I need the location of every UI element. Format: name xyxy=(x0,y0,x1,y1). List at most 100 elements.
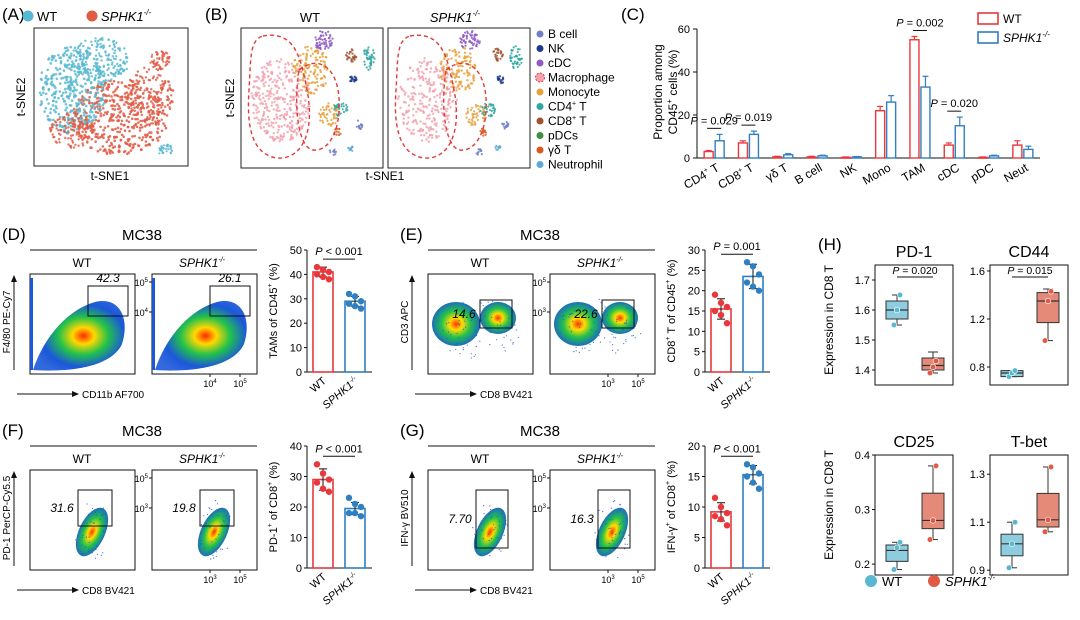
tsne-point-monocyte xyxy=(320,83,323,87)
tsne-point-ko xyxy=(148,110,151,114)
tsne-point-macrophage xyxy=(288,107,292,111)
tsne-point-nk xyxy=(353,79,356,82)
tsne-point-cdc xyxy=(323,43,326,46)
tsne-point-monocyte xyxy=(475,116,478,119)
tsne-point-macrophage xyxy=(407,95,410,98)
tsne-point-macrophage xyxy=(402,113,405,116)
tsne-point-ko xyxy=(69,145,73,148)
data-point-wt xyxy=(319,273,327,281)
flow-event xyxy=(624,538,626,540)
flow-event xyxy=(582,310,584,312)
tsne-point-macrophage xyxy=(256,106,259,110)
data-point-wt xyxy=(717,299,725,307)
tsne-point-ko xyxy=(166,103,170,107)
flow-event xyxy=(221,524,223,526)
monocyte-outline xyxy=(296,62,340,151)
tsne-point-macrophage xyxy=(421,102,424,105)
tsne-point-wt xyxy=(75,55,78,59)
tsne-point-macrophage xyxy=(267,97,270,101)
flow-event xyxy=(77,535,79,537)
tsne-point-macrophage xyxy=(425,95,428,99)
bar-wt xyxy=(312,271,334,373)
tsne-point-cdc xyxy=(475,33,478,37)
flow-event xyxy=(84,546,86,548)
y-tick-label: 30 xyxy=(290,472,302,484)
y-tick-label: 0 xyxy=(296,367,302,379)
tsne-point-macrophage xyxy=(281,135,284,139)
tsne-point-monocyte xyxy=(468,87,471,90)
tsne-point-wt xyxy=(58,72,62,75)
tsne-point-ko xyxy=(119,127,123,131)
tsne-point-wt xyxy=(113,43,116,47)
legend-label-wt-a: WT xyxy=(37,9,57,24)
tsne-point-ko xyxy=(74,143,77,146)
flow-event xyxy=(206,513,209,516)
tsne-point-monocyte xyxy=(304,84,307,88)
flow-event xyxy=(598,509,600,511)
tsne-point-wt xyxy=(98,103,101,106)
tsne-point-macrophage xyxy=(274,96,277,100)
tsne-point-macrophage xyxy=(255,111,258,114)
tsne-point-macrophage xyxy=(257,97,261,100)
tsne-point-macrophage xyxy=(288,115,292,119)
tsne-point-ko xyxy=(164,61,167,64)
flow-event xyxy=(475,335,478,337)
tsne-point-ko xyxy=(130,117,134,120)
flow-event xyxy=(462,347,464,349)
tsne-point-ko xyxy=(84,118,88,122)
tsne-point-macrophage xyxy=(300,112,303,116)
x-tick-label-c: Neut xyxy=(1001,160,1031,185)
flow-event xyxy=(479,554,482,556)
tsne-point-ko xyxy=(129,110,132,113)
tsne-point-wt xyxy=(65,46,69,50)
tsne-point-wt xyxy=(101,103,105,107)
flow-event xyxy=(571,312,573,315)
tsne-point-ko xyxy=(130,107,133,110)
tsne-point-wt xyxy=(81,85,84,88)
tsne-point-macrophage xyxy=(286,130,289,134)
tsne-point-wt xyxy=(93,78,96,82)
flow-event xyxy=(631,335,633,337)
data-point-ko xyxy=(345,509,353,517)
tsne-point-monocyte xyxy=(324,82,327,85)
tsne-point-wt xyxy=(99,37,103,41)
tsne-point-wt xyxy=(72,49,76,52)
tsne-point-ko xyxy=(94,101,97,105)
tsne-point-macrophage xyxy=(451,99,455,103)
tsne-point-ko xyxy=(90,124,93,127)
tsne-point-macrophage xyxy=(423,57,426,60)
tsne-point-macrophage xyxy=(437,135,440,138)
tsne-point-macrophage xyxy=(300,117,303,121)
tsne-point-ko xyxy=(149,96,152,99)
bar-x-label: SPHK1-/- xyxy=(321,571,362,608)
tsne-point-macrophage xyxy=(277,128,280,132)
tsne-point-neutrophil xyxy=(350,146,353,149)
bar-ko xyxy=(988,155,1000,159)
tsne-point-monocyte xyxy=(296,62,299,66)
legend-label-b: Neutrophil xyxy=(548,158,603,172)
tsne-point-cdc xyxy=(331,37,334,40)
tsne-point-macrophage xyxy=(304,121,307,124)
legend-label-b: Macrophage xyxy=(548,71,615,85)
tsne-point-wt xyxy=(57,96,60,100)
y-tick-label: 105 xyxy=(533,474,547,484)
tsne-point-cdc xyxy=(459,40,462,44)
x-tick-label: 104 xyxy=(203,379,217,389)
tsne-point-ko xyxy=(78,120,82,124)
tsne-point-monocyte xyxy=(468,121,472,124)
tsne-point-wt xyxy=(76,109,79,112)
tsne-point-neutrophil xyxy=(497,146,500,149)
tsne-point-cdc xyxy=(475,45,478,48)
tsne-point-ko xyxy=(132,145,135,149)
flow-event xyxy=(603,337,606,339)
tsne-point-ko xyxy=(134,117,137,121)
tsne-point-macrophage xyxy=(447,87,451,91)
flow-sub-ko: SPHK1-/- xyxy=(577,256,624,270)
tsne-point-wt xyxy=(111,40,115,43)
tsne-point-ko xyxy=(118,111,121,114)
tsne-point-ko xyxy=(84,127,87,130)
tsne-point-macrophage xyxy=(427,61,430,64)
flow-event xyxy=(212,547,214,549)
tsne-point-monocyte xyxy=(313,70,316,74)
